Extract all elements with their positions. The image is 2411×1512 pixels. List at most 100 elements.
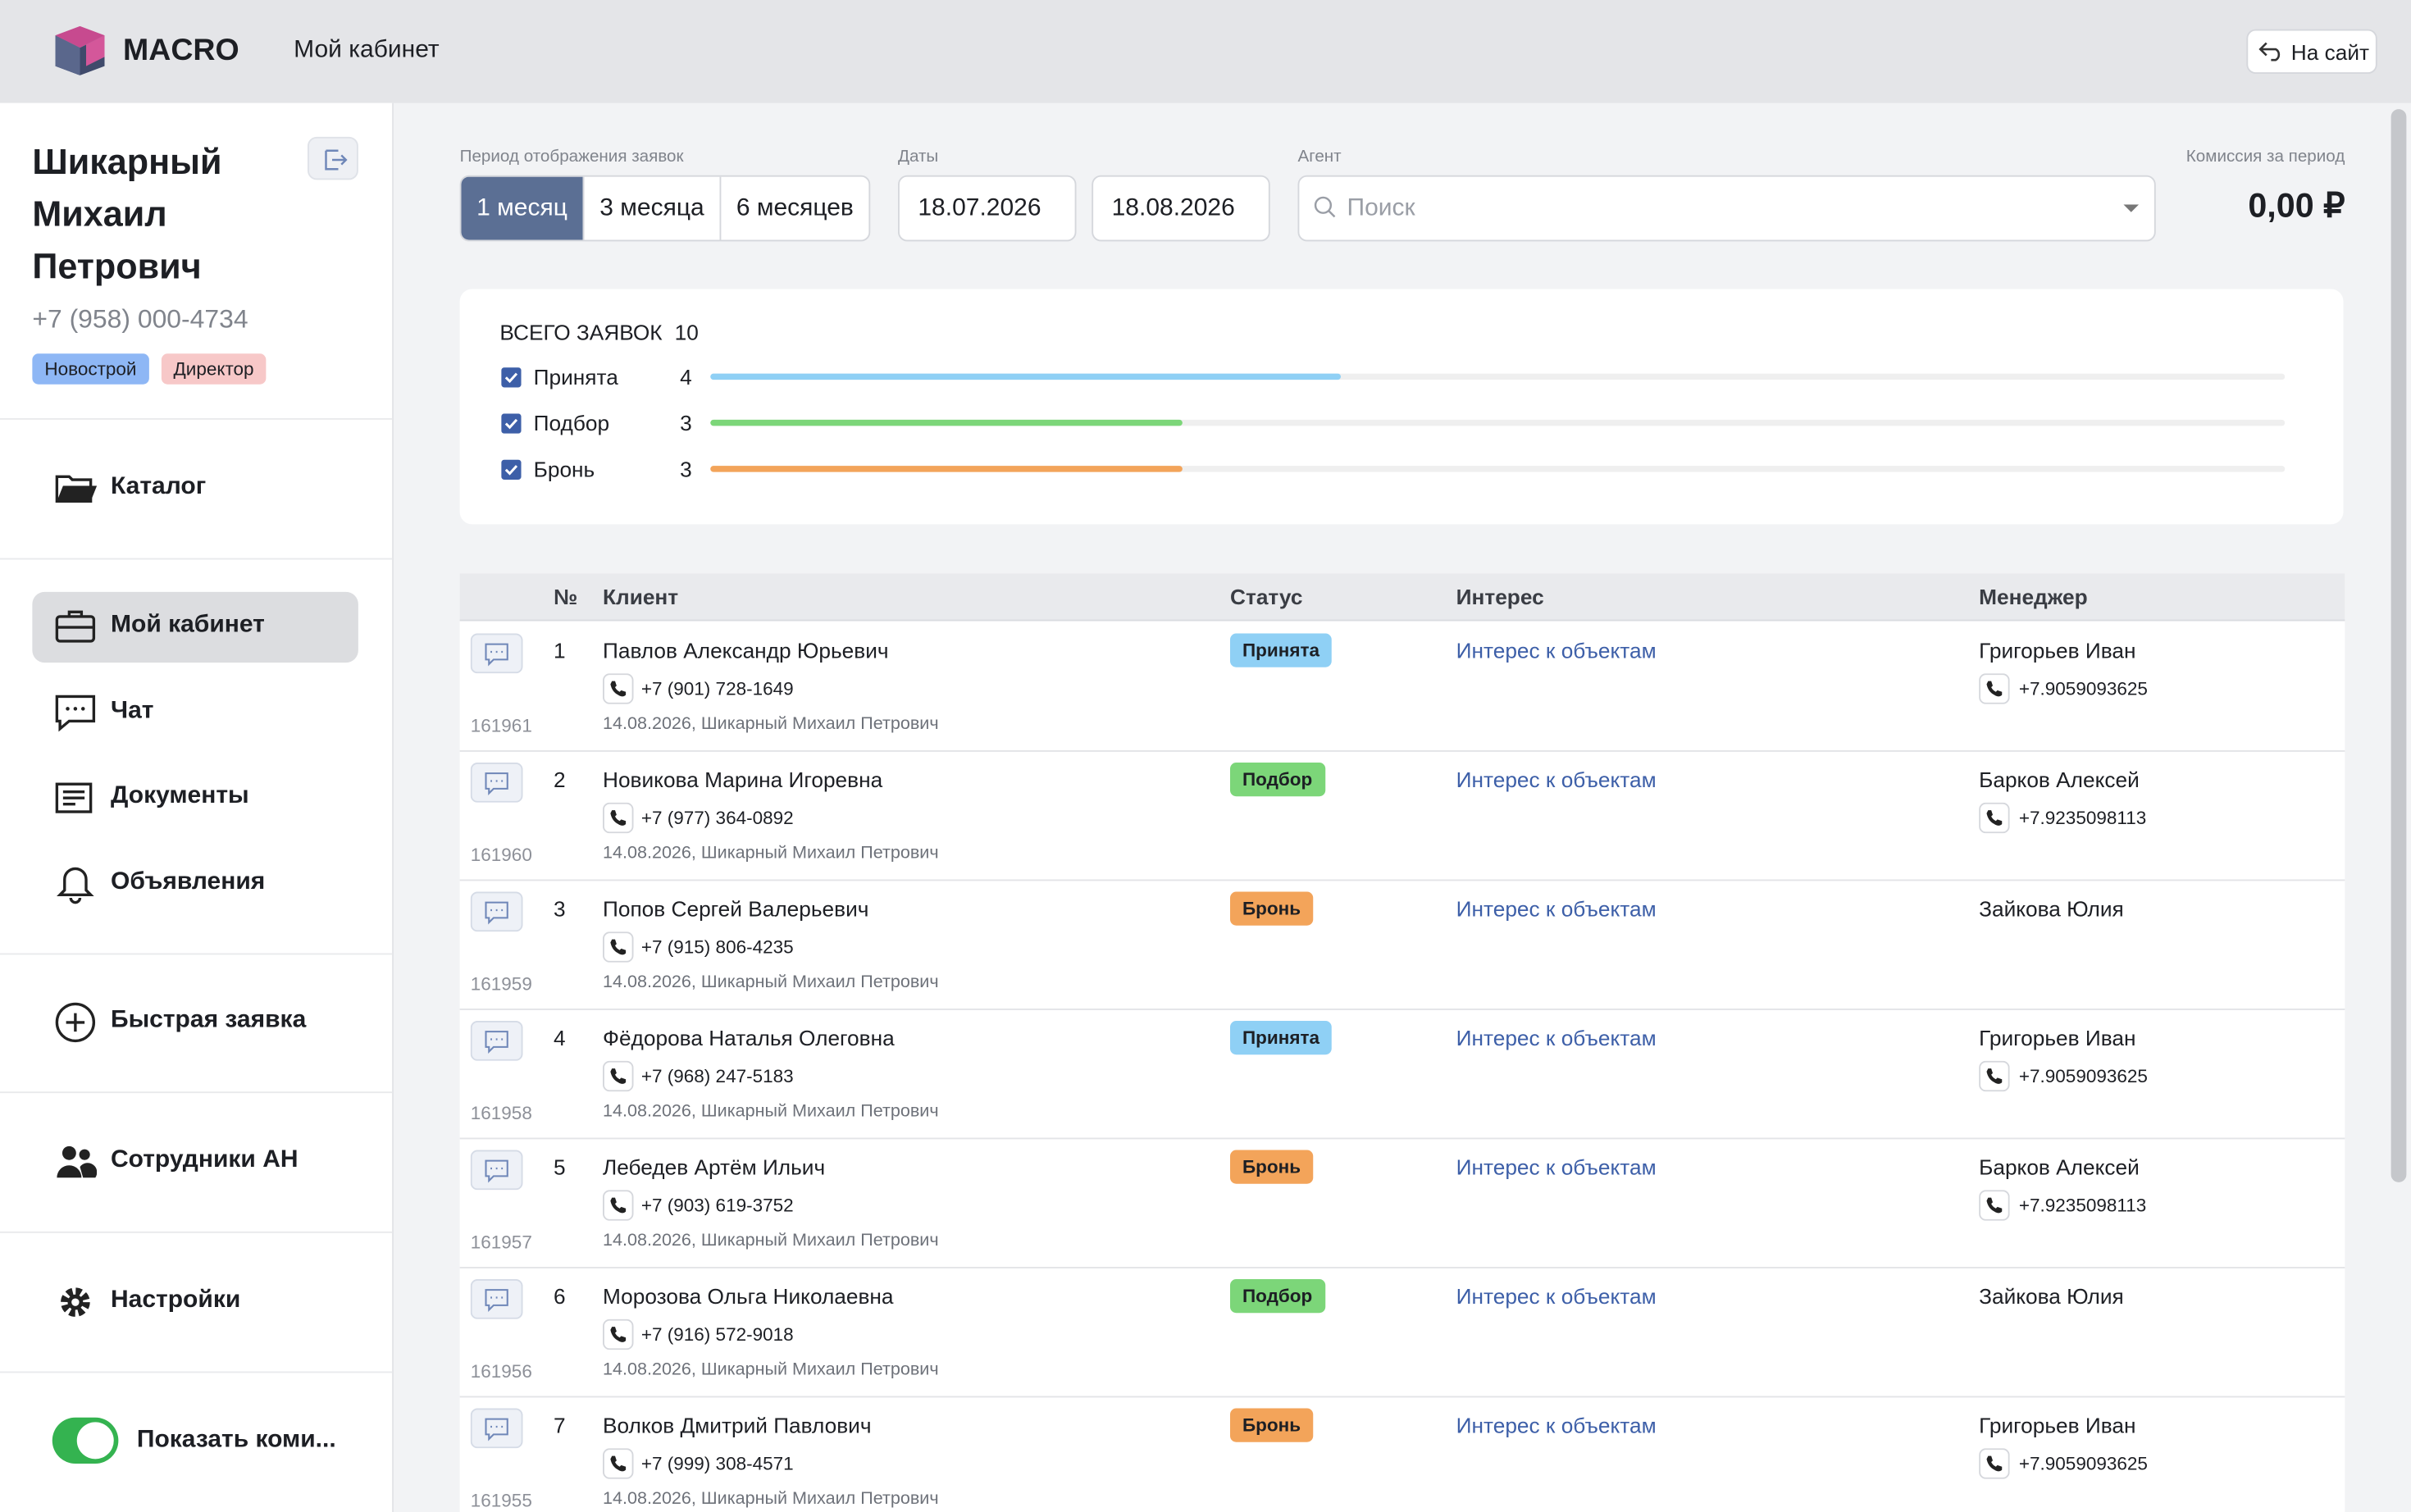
request-id: 161960 [470, 844, 532, 866]
manager-phone: +7.9235098113 [2018, 807, 2147, 829]
summary-title: ВСЕГО ЗАЯВОК 10 [499, 320, 698, 344]
row-divider [459, 750, 2345, 752]
nav-item[interactable]: Каталог [111, 473, 207, 500]
toggle-label: Показать коми... [136, 1427, 336, 1453]
interest-link[interactable]: Интерес к объектам [1456, 1283, 1657, 1309]
phone-icon [603, 802, 634, 841]
profile-tag: Директор [161, 353, 267, 385]
search-icon [1314, 196, 1336, 218]
nav-item[interactable]: Чат [111, 698, 154, 725]
interest-link[interactable]: Интерес к объектам [1456, 767, 1657, 792]
name-line: Михаил [32, 194, 167, 234]
nav-item[interactable]: Сотрудники АН [111, 1146, 299, 1173]
nav-icon-svg [57, 1145, 98, 1178]
comment-button-svg [470, 1279, 523, 1319]
comment-button [470, 891, 523, 940]
site-button[interactable]: На сайт [2246, 29, 2377, 74]
profile-tag: Новострой [32, 353, 149, 385]
nav-icon-svg [55, 782, 93, 813]
date-from-value: 18.07.2026 [918, 195, 1041, 221]
client-phone: +7 (915) 806-4235 [640, 936, 794, 959]
comment-button [470, 1279, 523, 1327]
interest-link[interactable]: Интерес к объектам [1456, 1025, 1657, 1050]
period-option[interactable]: 3 месяца [582, 176, 720, 240]
row-number: 3 [554, 896, 566, 922]
created-info: 14.08.2026, Шикарный Михаил Петрович [603, 1360, 939, 1379]
manager-name: Григорьев Иван [1979, 1413, 2136, 1438]
toggle-knob [76, 1422, 114, 1460]
phone-icon [603, 1318, 634, 1358]
summary-count: 3 [680, 410, 692, 435]
manager-name: Григорьев Иван [1979, 638, 2136, 663]
divider [0, 953, 393, 955]
client-name: Попов Сергей Валерьевич [603, 896, 869, 922]
commission-toggle[interactable] [52, 1417, 119, 1464]
phone-icon-svg [1979, 802, 2010, 834]
row-divider [459, 1009, 2345, 1010]
client-phone: +7 (977) 364-0892 [640, 807, 794, 829]
table-header [459, 573, 2345, 622]
nav-icon [54, 1001, 98, 1052]
created-info: 14.08.2026, Шикарный Михаил Петрович [603, 972, 939, 992]
row-number: 1 [554, 638, 566, 663]
date-to-value: 18.08.2026 [1111, 195, 1235, 221]
interest-link[interactable]: Интерес к объектам [1456, 638, 1657, 663]
nav-item[interactable]: Мой кабинет [111, 612, 265, 639]
summary-checkbox-svg [501, 367, 522, 388]
summary-title-text: ВСЕГО ЗАЯВОК [499, 320, 663, 344]
column-header: Интерес [1456, 584, 1544, 609]
summary-track [710, 373, 2286, 380]
manager-name: Барков Алексей [1979, 1154, 2140, 1180]
summary-count: 4 [680, 364, 692, 389]
period-option[interactable]: 6 месяцев [719, 176, 869, 240]
request-id: 161957 [470, 1231, 532, 1254]
name-line: Петрович [32, 246, 202, 286]
summary-bar [710, 373, 1341, 380]
period-option[interactable]: 1 месяц [461, 176, 583, 240]
interest-link[interactable]: Интерес к объектам [1456, 1413, 1657, 1438]
row-number: 2 [554, 767, 566, 792]
phone-icon [603, 673, 634, 712]
interest-link[interactable]: Интерес к объектам [1456, 1154, 1657, 1180]
nav-item[interactable]: Настройки [111, 1287, 241, 1314]
phone-icon-svg [603, 931, 634, 963]
phone-icon [1979, 673, 2010, 712]
back-icon [2258, 42, 2281, 61]
column-header: № [554, 584, 578, 609]
nav-item[interactable]: Документы [111, 782, 249, 809]
nav-icon [54, 863, 98, 913]
status-badge: Принята [1230, 1021, 1333, 1055]
row-number: 5 [554, 1154, 566, 1180]
comment-button [470, 763, 523, 810]
comment-button-svg [470, 1150, 523, 1191]
column-header: Статус [1230, 584, 1303, 609]
comment-button-svg [470, 633, 523, 674]
date-to[interactable]: 18.08.2026 [1092, 175, 1270, 242]
phone-icon-svg [603, 673, 634, 704]
phone-icon-svg [603, 802, 634, 834]
manager-phone: +7.9235098113 [2018, 1194, 2147, 1217]
comment-button-svg [470, 1408, 523, 1449]
dropdown-arrow [2123, 204, 2140, 212]
row-divider [459, 1267, 2345, 1268]
manager-phone: +7.9059093625 [2018, 677, 2148, 700]
phone-icon [603, 1190, 634, 1228]
logout-button[interactable] [308, 136, 358, 180]
summary-track [710, 419, 2286, 426]
phone-icon [1979, 802, 2010, 841]
summary-bar [710, 419, 1183, 426]
request-id: 161961 [470, 714, 532, 737]
date-from[interactable]: 18.07.2026 [898, 175, 1077, 242]
phone-icon-svg [603, 1190, 634, 1221]
name-line: Шикарный [32, 141, 222, 182]
request-id: 161958 [470, 1102, 532, 1124]
interest-link[interactable]: Интерес к объектам [1456, 896, 1657, 922]
agent-placeholder: Поиск [1347, 195, 1415, 221]
nav-item[interactable]: Объявления [111, 868, 266, 895]
nav-item[interactable]: Быстрая заявка [111, 1007, 307, 1033]
summary-total: 10 [674, 320, 699, 344]
site-button-label: На сайт [2290, 39, 2370, 65]
agent-select[interactable]: Поиск [1297, 175, 2156, 242]
created-info: 14.08.2026, Шикарный Михаил Петрович [603, 714, 939, 734]
client-name: Лебедев Артём Ильич [603, 1154, 826, 1180]
